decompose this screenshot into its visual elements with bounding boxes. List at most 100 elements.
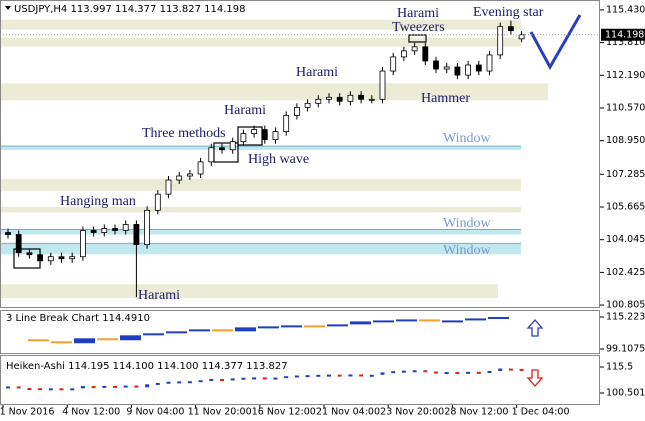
y-tick-label: 105.665	[606, 201, 645, 212]
ha-bar	[80, 386, 85, 389]
candle-body	[293, 106, 300, 116]
candle-body	[326, 96, 332, 100]
ha-bar	[476, 371, 481, 374]
y-tick-label: 104.045	[606, 234, 645, 245]
ha-bar	[434, 371, 438, 374]
y-tick-label: 113.810	[606, 37, 645, 48]
candle-body	[176, 175, 183, 181]
annotation: Harami	[296, 65, 338, 80]
candle-body	[411, 46, 418, 52]
zone	[1, 146, 521, 150]
annotation: Window	[443, 216, 492, 231]
heikin-ashi-panel	[0, 355, 600, 405]
menu-triangle	[5, 6, 11, 10]
brick	[419, 319, 440, 322]
annotation: Window	[443, 131, 492, 146]
y-tick-label: 99.1075	[606, 343, 645, 354]
forecast-arrow	[529, 14, 582, 71]
ha-bar	[423, 370, 428, 373]
candle-body	[261, 129, 268, 141]
low: 113.827	[160, 4, 201, 15]
candle-body	[197, 161, 204, 175]
candle-body	[390, 56, 397, 72]
ha-bar	[380, 372, 385, 375]
candle-body	[47, 256, 54, 262]
y-tick-label: 115.5	[606, 362, 633, 373]
high: 114.377	[115, 4, 156, 15]
annotation: Harami	[138, 288, 180, 303]
ha-bar	[48, 388, 53, 391]
candle-body	[518, 34, 525, 40]
candle-body	[101, 228, 108, 233]
down-arrow	[526, 369, 544, 387]
ha-bar	[327, 374, 331, 377]
candle-body	[368, 98, 375, 101]
candle-body	[379, 70, 386, 100]
candle-body	[90, 230, 97, 233]
price-tag-bg	[601, 28, 645, 41]
price-tag: 114.198	[605, 29, 644, 40]
brick	[327, 324, 348, 327]
brick	[74, 338, 95, 344]
ha-bar	[369, 374, 374, 377]
brick	[396, 319, 417, 322]
ha-bar	[294, 375, 299, 378]
ha-bar	[166, 381, 171, 384]
symbol: USDJPY,H4	[14, 4, 67, 15]
candle-body	[112, 228, 118, 231]
candle-body	[251, 129, 258, 135]
main-panel	[0, 0, 600, 308]
x-tick-label: 16 Nov 12:00	[252, 407, 316, 418]
candle-body	[26, 252, 33, 256]
candle-body	[358, 94, 365, 100]
x-tick-label: 1 Dec 04:00	[512, 407, 570, 418]
annotation: Window	[443, 243, 492, 258]
x-tick-label: 9 Nov 04:00	[126, 407, 184, 418]
ha-bar	[401, 370, 406, 373]
ha-bar	[466, 371, 471, 374]
ha-bar	[508, 368, 513, 371]
ha-bar	[198, 380, 203, 383]
candle-body	[219, 147, 225, 151]
candle-body	[144, 209, 151, 246]
brick	[304, 325, 325, 328]
y-tick-label: 107.285	[606, 169, 645, 180]
ha-bar	[412, 370, 417, 373]
candle-body	[315, 98, 322, 104]
candle-body	[229, 141, 236, 151]
brick	[51, 341, 72, 344]
ha-bar	[220, 378, 224, 381]
ha-bar	[123, 385, 128, 388]
candle-body	[133, 224, 140, 246]
x-tick-label: 11 Nov 20:00	[188, 407, 252, 418]
ha-bar	[284, 376, 289, 379]
zone	[1, 284, 498, 299]
candle-body	[69, 256, 76, 260]
x-tick-label: 21 Nov 04:00	[316, 407, 380, 418]
ha-bar	[91, 386, 96, 389]
brick	[166, 331, 187, 334]
candle-body	[208, 147, 215, 163]
ha-bar	[113, 385, 117, 388]
candle-body	[37, 254, 43, 262]
y-tick-label: 110.570	[606, 102, 645, 113]
ha-bar	[177, 381, 182, 384]
candle-body	[422, 46, 429, 62]
candle-body	[443, 66, 450, 70]
brick	[28, 339, 49, 342]
zone	[1, 37, 521, 47]
x-tick-label: 23 Nov 20:00	[380, 407, 444, 418]
ha-bar	[498, 368, 503, 371]
candle-body	[400, 50, 407, 58]
annotation: Hanging man	[60, 194, 136, 209]
ha-bar	[519, 368, 524, 371]
heikin-ashi-title: Heiken-Ashi 114.195 114.100 114.100 114.…	[6, 361, 288, 372]
brick	[488, 317, 509, 320]
ha-bar	[187, 381, 192, 384]
x-tick-label: 1 Nov 2016	[0, 407, 54, 418]
line-break-title: 3 Line Break Chart 114.4910	[6, 313, 150, 324]
ha-bar	[134, 385, 139, 388]
brick	[373, 320, 394, 323]
ha-bar	[70, 388, 75, 391]
